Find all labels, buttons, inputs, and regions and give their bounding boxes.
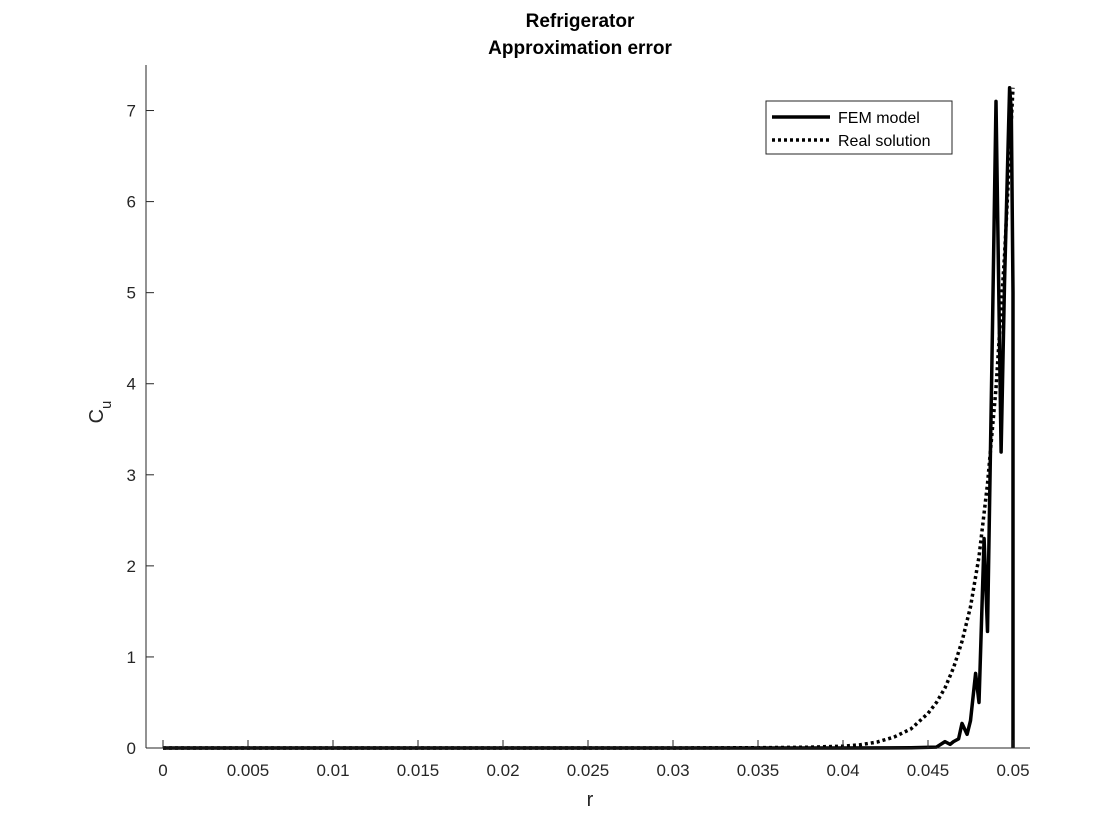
x-tick-label: 0.035 <box>737 761 780 780</box>
y-tick-label: 7 <box>127 102 136 121</box>
chart-subtitle: Approximation error <box>488 38 672 59</box>
y-axis-label-main: C <box>86 409 108 423</box>
legend: FEM model Real solution <box>765 100 953 155</box>
x-tick-label: 0.005 <box>227 761 270 780</box>
x-tick-label: 0.05 <box>996 761 1029 780</box>
y-tick-label: 5 <box>127 284 136 303</box>
chart-title: Refrigerator <box>526 11 635 32</box>
x-axis-label: r <box>587 789 594 811</box>
y-axis-label: Cu <box>86 401 115 424</box>
legend-label-real-solution: Real solution <box>838 133 931 150</box>
plot-area: 0 0.005 0.01 0.015 0.02 0.025 0.03 0.035 0.04 0.0… <box>127 65 1030 780</box>
legend-label-fem-model: FEM model <box>838 110 920 127</box>
x-tick-label: 0.02 <box>486 761 519 780</box>
x-tick-label: 0.01 <box>316 761 349 780</box>
x-tick-label: 0.015 <box>397 761 440 780</box>
y-tick-label: 1 <box>127 648 136 667</box>
x-tick-label: 0.04 <box>826 761 859 780</box>
y-tick-label: 2 <box>127 557 136 576</box>
x-tick-label: 0.025 <box>567 761 610 780</box>
y-tick-label: 3 <box>127 466 136 485</box>
x-tick-label: 0.03 <box>656 761 689 780</box>
y-tick-label: 4 <box>127 375 136 394</box>
x-tick-label: 0 <box>158 761 167 780</box>
y-tick-label: 0 <box>127 739 136 758</box>
axes-box <box>146 65 1030 748</box>
legend-box <box>765 100 953 155</box>
x-tick-label: 0.045 <box>907 761 950 780</box>
y-ticks: 0 1 2 3 4 5 6 7 <box>127 102 154 758</box>
y-tick-label: 6 <box>127 193 136 212</box>
y-axis-label-sub: u <box>98 401 115 409</box>
x-ticks: 0 0.005 0.01 0.015 0.02 0.025 0.03 0.035 0.04 0.0… <box>158 740 1030 780</box>
